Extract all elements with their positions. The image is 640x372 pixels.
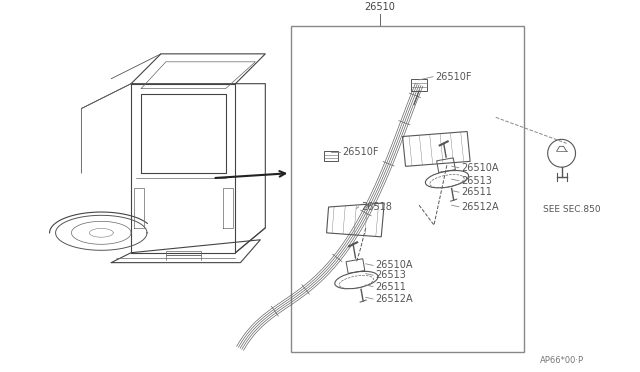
Text: 26510: 26510 — [364, 2, 395, 12]
Text: 26510F: 26510F — [435, 72, 472, 81]
Text: 26510A: 26510A — [375, 260, 412, 270]
Text: 26511: 26511 — [461, 187, 492, 197]
Text: 26510F: 26510F — [342, 147, 379, 157]
Text: 26518: 26518 — [361, 202, 392, 212]
Text: 26513: 26513 — [461, 176, 492, 186]
Text: SEE SEC.850: SEE SEC.850 — [543, 205, 600, 214]
Text: AP66*00·P: AP66*00·P — [540, 356, 584, 365]
Text: 26510A: 26510A — [461, 163, 499, 173]
Text: 26512A: 26512A — [375, 294, 413, 304]
Text: 26512A: 26512A — [461, 202, 499, 212]
Bar — [291, 26, 524, 352]
Text: 26511: 26511 — [375, 282, 406, 292]
Text: 26513: 26513 — [375, 270, 406, 280]
